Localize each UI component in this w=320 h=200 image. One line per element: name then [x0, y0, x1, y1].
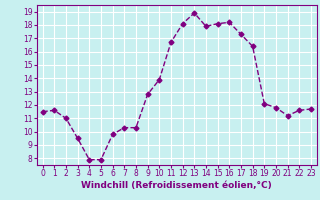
- X-axis label: Windchill (Refroidissement éolien,°C): Windchill (Refroidissement éolien,°C): [81, 181, 272, 190]
